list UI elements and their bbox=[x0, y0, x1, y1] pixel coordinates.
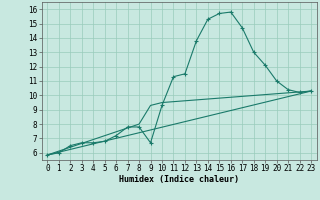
X-axis label: Humidex (Indice chaleur): Humidex (Indice chaleur) bbox=[119, 175, 239, 184]
